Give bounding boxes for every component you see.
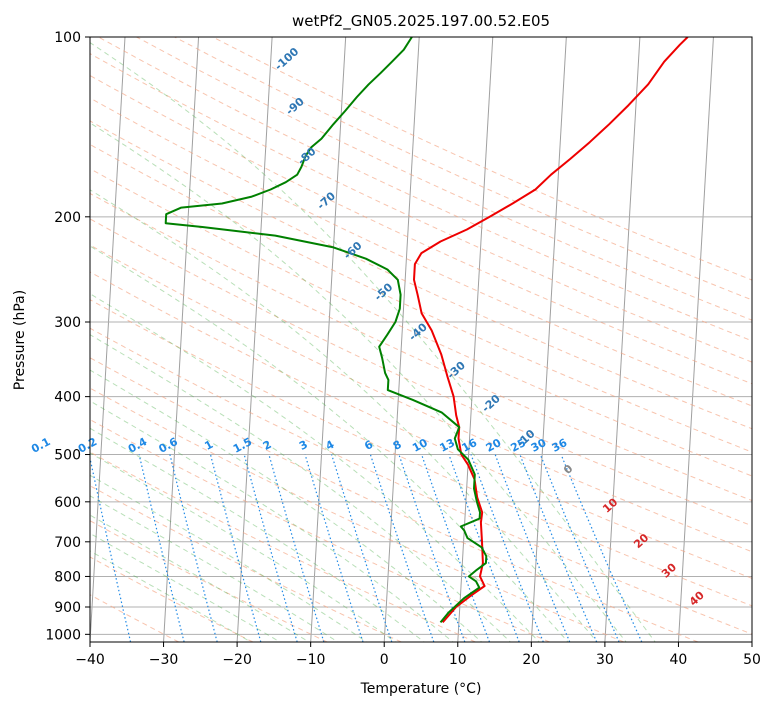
mixing-ratio-line <box>398 454 466 642</box>
mixing-ratio-line <box>268 454 325 642</box>
x-tick-label: −20 <box>222 652 252 668</box>
dry-adiabat-line <box>90 218 752 527</box>
mixing-ratio-label: 16 <box>460 436 480 455</box>
temperature-line <box>413 37 689 624</box>
isotherm-line <box>604 37 641 642</box>
dry-adiabat-line <box>90 556 254 642</box>
moist-adiabat-line <box>90 189 598 642</box>
isotherm-line <box>383 37 420 642</box>
mixing-ratio-line <box>470 454 544 642</box>
mixing-ratio-line <box>209 454 262 642</box>
x-tick-label: 10 <box>449 652 467 668</box>
y-tick-label: 400 <box>54 390 81 406</box>
mixing-ratio-line <box>138 454 185 642</box>
moist-adiabat-line <box>90 42 656 642</box>
mixing-ratio-label: 10 <box>410 436 430 455</box>
y-tick-label: 300 <box>54 315 81 331</box>
dry-adiabat-line <box>90 74 752 385</box>
y-tick-label: 1000 <box>45 627 81 643</box>
mixing-ratio-line <box>369 454 435 642</box>
mixing-ratio-label: 36 <box>550 436 570 455</box>
moist-adiabat-line <box>90 122 627 642</box>
isotherm-line <box>310 37 347 642</box>
mixing-ratio-line <box>331 454 393 642</box>
mixing-ratio-line <box>448 454 520 642</box>
moist-adiabat-line <box>90 474 368 642</box>
y-axis: 100 200 300 400 500 600 700 800 900 1000 <box>45 30 90 643</box>
dry-adiabat-line <box>90 451 476 642</box>
x-tick-label: −40 <box>75 652 105 668</box>
mixing-ratio-line <box>560 454 643 642</box>
mixing-ratio-line <box>494 454 571 642</box>
mixing-ratio-label: 20 <box>484 436 504 455</box>
x-tick-label: −10 <box>296 652 326 668</box>
dry-adiabat-line <box>90 244 752 553</box>
mixing-ratio-line <box>169 454 218 642</box>
mixing-ratio-label: 30 <box>529 436 549 455</box>
dry-adiabat-line <box>212 37 752 281</box>
x-axis-label: Temperature (°C) <box>360 681 482 697</box>
mixing-ratio-line <box>304 454 364 642</box>
y-tick-label: 800 <box>54 569 81 585</box>
mixing-ratio-label: 25 <box>508 436 528 455</box>
moist-adiabat-line <box>90 293 540 642</box>
x-tick-label: 40 <box>670 652 688 668</box>
x-tick-label: 20 <box>522 652 540 668</box>
background-lines <box>90 37 752 642</box>
dry-adiabat-line <box>136 37 752 321</box>
moist-adiabat-line <box>90 550 252 642</box>
isotherm-line <box>677 37 714 642</box>
moist-adiabat-line <box>90 400 454 642</box>
x-tick-label: 0 <box>380 652 389 668</box>
dry-adiabat-line <box>90 271 752 579</box>
mixing-ratio-line <box>421 454 491 642</box>
dry-adiabat-line <box>90 299 752 607</box>
dry-adiabat-line <box>90 594 179 642</box>
plot-frame <box>89 36 753 643</box>
x-axis: −40 −30 −20 −10 0 10 20 30 40 50 <box>75 642 761 668</box>
dewpoint-line <box>164 37 488 624</box>
dry-adiabat-line <box>90 168 752 477</box>
dry-adiabat-line <box>90 53 752 363</box>
moist-adiabat-line <box>90 452 397 642</box>
moist-adiabat-line <box>90 369 483 642</box>
dry-adiabat-line <box>90 357 699 642</box>
mixing-ratio-line <box>519 454 598 642</box>
y-tick-label: 700 <box>54 535 81 551</box>
series-layer <box>164 37 689 624</box>
mixing-ratio-line <box>243 454 298 642</box>
chart-title: wetPf2_GN05.2025.197.00.52.E05 <box>292 12 550 31</box>
isotherm-line <box>90 37 126 642</box>
moist-adiabat-line <box>90 245 569 642</box>
mixing-ratio-label: 13 <box>437 436 457 455</box>
y-tick-label: 500 <box>54 448 81 464</box>
moist-adiabat-line <box>90 427 425 642</box>
x-tick-label: −30 <box>149 652 179 668</box>
mixing-ratio-line <box>539 454 620 642</box>
x-tick-label: 50 <box>743 652 761 668</box>
moist-adiabat-line <box>90 532 282 642</box>
moist-adiabat-line <box>90 514 310 642</box>
isotherm-line <box>530 37 567 642</box>
y-tick-label: 600 <box>54 495 81 511</box>
y-tick-label: 200 <box>54 210 81 226</box>
y-axis-label: Pressure (hPa) <box>12 290 28 390</box>
isotherm-line <box>457 37 494 642</box>
y-tick-label: 100 <box>54 30 81 46</box>
mixing-ratio-line <box>90 455 132 642</box>
y-tick-label: 900 <box>54 600 81 616</box>
isotherm-line <box>163 37 200 642</box>
dry-adiabat-line <box>90 327 752 635</box>
dry-adiabat-line <box>90 387 624 642</box>
isotherm-line <box>236 37 273 642</box>
x-tick-label: 30 <box>596 652 614 668</box>
dry-adiabat-line <box>90 120 752 430</box>
